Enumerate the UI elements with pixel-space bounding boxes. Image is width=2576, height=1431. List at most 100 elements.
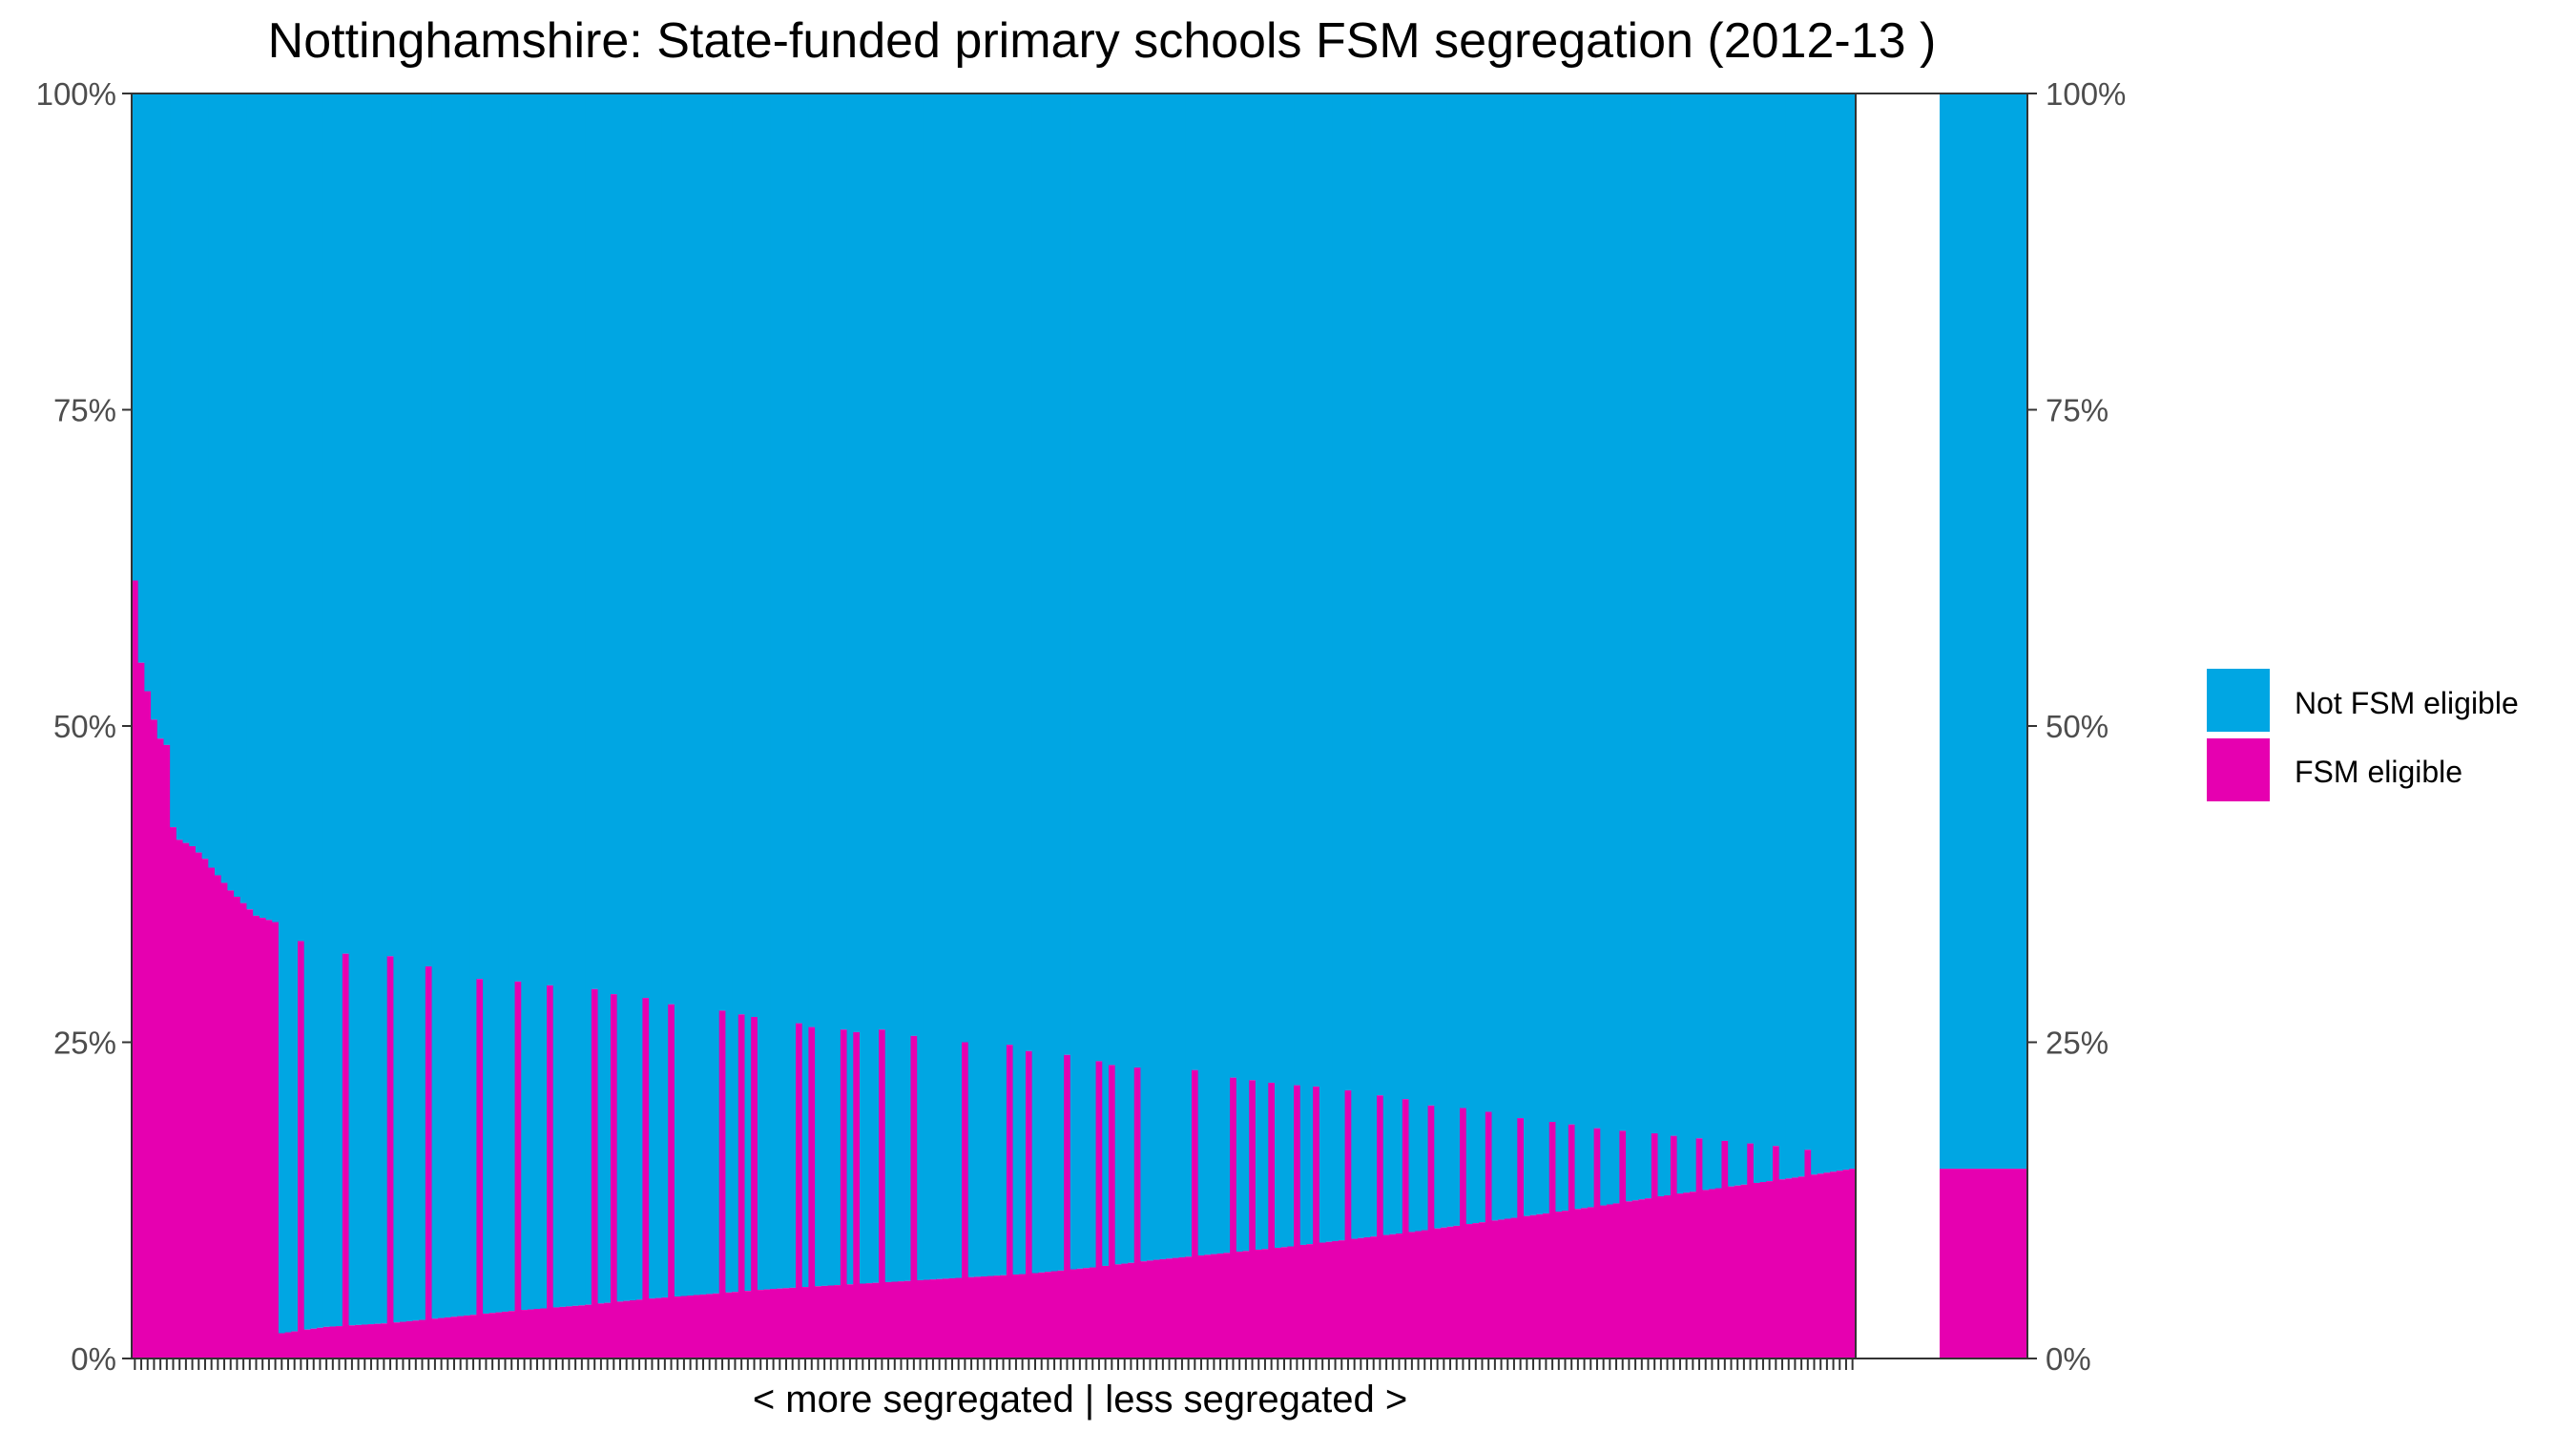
bar-not-fsm	[514, 93, 522, 982]
bar-fsm	[1255, 1249, 1263, 1358]
bar-fsm	[706, 1294, 714, 1358]
bar-fsm	[757, 1290, 765, 1358]
bar-fsm	[156, 738, 165, 1358]
bar-not-fsm	[1038, 93, 1046, 1273]
bar-fsm	[342, 953, 350, 1358]
bar-fsm	[1645, 1198, 1652, 1358]
bar-fsm	[929, 1279, 937, 1358]
bar-not-fsm	[1172, 93, 1180, 1258]
bar-fsm	[367, 1324, 375, 1358]
y-tick-label-left: 25%	[53, 1026, 116, 1061]
bar-not-fsm	[1070, 93, 1078, 1270]
bar-not-fsm	[706, 93, 714, 1295]
bar-fsm	[853, 1031, 861, 1358]
bar-not-fsm	[1255, 93, 1263, 1250]
bar-not-fsm	[317, 93, 324, 1328]
bar-not-fsm	[1836, 93, 1844, 1172]
bar-fsm	[1465, 1224, 1474, 1358]
bar-fsm	[514, 981, 522, 1358]
bar-not-fsm	[649, 93, 656, 1299]
bar-not-fsm	[239, 93, 248, 903]
bar-fsm	[1242, 1251, 1250, 1358]
bar-not-fsm	[1408, 93, 1416, 1233]
bar-not-fsm	[393, 93, 401, 1323]
bar-not-fsm	[1050, 93, 1059, 1272]
bar-fsm	[1006, 1045, 1014, 1358]
bar-not-fsm	[1849, 93, 1857, 1170]
bar-not-fsm	[1006, 93, 1014, 1046]
bar-fsm	[1517, 1118, 1525, 1358]
bar-fsm	[488, 1313, 497, 1358]
bar-not-fsm	[495, 93, 503, 1313]
bar-not-fsm	[1370, 93, 1378, 1237]
bar-not-fsm	[1568, 93, 1576, 1125]
bar-fsm	[1626, 1201, 1633, 1358]
bar-not-fsm	[1261, 93, 1269, 1250]
bar-fsm	[1555, 1212, 1563, 1358]
y-tick-label-right: 0%	[2046, 1341, 2091, 1377]
bar-not-fsm	[469, 93, 477, 1316]
bar-not-fsm	[936, 93, 944, 1279]
bar-not-fsm	[1108, 93, 1116, 1066]
bar-fsm	[1159, 1258, 1167, 1358]
bar-not-fsm	[1562, 93, 1569, 1212]
bar-fsm	[1064, 1054, 1071, 1358]
bar-not-fsm	[1740, 93, 1748, 1185]
bar-not-fsm	[1695, 93, 1703, 1139]
bar-not-fsm	[234, 93, 241, 898]
bar-fsm	[1728, 1186, 1735, 1358]
bar-fsm	[1172, 1257, 1180, 1358]
bar-fsm	[1498, 1219, 1506, 1358]
bar-fsm	[571, 1305, 580, 1358]
bar-fsm	[381, 1323, 388, 1358]
bar-not-fsm	[713, 93, 720, 1294]
bar-not-fsm	[527, 93, 535, 1310]
bar-not-fsm	[1223, 93, 1231, 1254]
bar-not-fsm	[987, 93, 995, 1276]
bar-fsm	[1619, 1130, 1627, 1358]
bar-fsm	[981, 1275, 988, 1358]
school-bars	[132, 93, 1857, 1358]
bar-not-fsm	[1714, 93, 1723, 1189]
bar-fsm	[1050, 1271, 1059, 1358]
bar-not-fsm	[189, 93, 197, 846]
bar-fsm	[1236, 1251, 1244, 1358]
bar-fsm	[450, 1317, 458, 1358]
bar-fsm	[1197, 1255, 1205, 1358]
bar-not-fsm	[405, 93, 414, 1321]
bar-not-fsm	[444, 93, 452, 1317]
bar-not-fsm	[865, 93, 873, 1284]
bar-fsm	[431, 1318, 439, 1358]
bar-fsm	[776, 1288, 784, 1358]
bar-fsm	[1612, 1203, 1620, 1358]
bar-not-fsm	[642, 93, 650, 999]
bar-fsm	[1823, 1172, 1831, 1358]
bar-fsm	[642, 998, 650, 1358]
bar-fsm	[1734, 1185, 1742, 1358]
y-tick-label-right: 100%	[2046, 76, 2126, 112]
bar-fsm	[674, 1296, 682, 1358]
bar-not-fsm	[846, 93, 854, 1285]
bar-not-fsm	[1842, 93, 1850, 1171]
bar-not-fsm	[1670, 93, 1678, 1136]
legend-key-fsm	[2207, 738, 2270, 801]
bar-not-fsm	[981, 93, 988, 1276]
bar-fsm	[834, 1285, 841, 1358]
bar-not-fsm	[1747, 93, 1755, 1144]
bar-fsm	[718, 1010, 727, 1358]
bar-fsm	[495, 1312, 503, 1358]
bar-not-fsm	[1792, 93, 1799, 1178]
bar-not-fsm	[170, 93, 177, 828]
bar-not-fsm	[1216, 93, 1225, 1254]
bar-fsm	[259, 918, 267, 1358]
legend-key-not-fsm	[2207, 669, 2270, 732]
bar-fsm	[1287, 1246, 1295, 1358]
bar-not-fsm	[291, 93, 299, 1332]
bar-fsm	[1683, 1192, 1691, 1358]
y-tick-label-right: 25%	[2046, 1026, 2109, 1061]
chart-title: Nottinghamshire: State-funded primary sc…	[268, 13, 1937, 69]
bar-fsm	[1389, 1234, 1397, 1358]
bar-not-fsm	[1728, 93, 1735, 1187]
bar-not-fsm	[208, 93, 216, 868]
bar-fsm	[483, 1313, 490, 1358]
